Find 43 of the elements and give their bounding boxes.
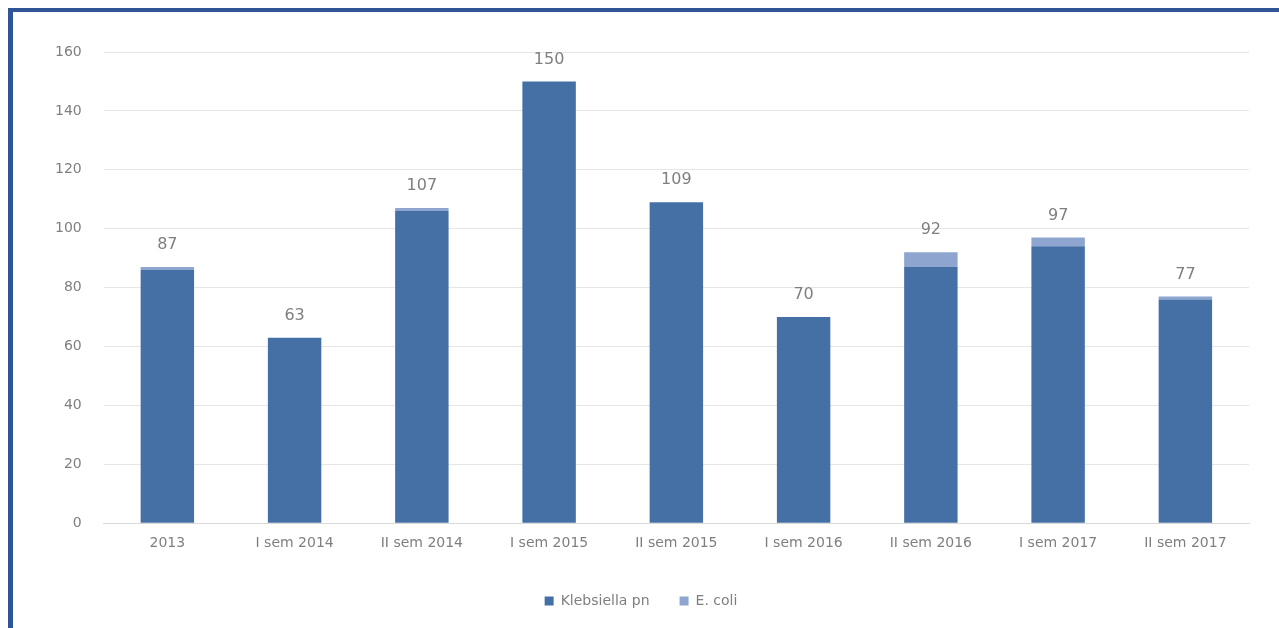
bar (904, 266, 958, 523)
bar (1158, 299, 1213, 523)
bar (140, 269, 195, 523)
x-tick-label: I sem 2016 (764, 534, 843, 551)
y-tick-label: 0 (72, 513, 82, 530)
bar (1158, 296, 1213, 300)
total-label: 87 (157, 234, 178, 254)
bar (267, 337, 322, 523)
y-tick-label: 80 (63, 278, 82, 295)
x-tick-label: II sem 2017 (1144, 534, 1227, 551)
x-tick-label: I sem 2015 (510, 534, 589, 551)
y-tick-label: 20 (63, 454, 82, 471)
x-tick-label: I sem 2017 (1019, 534, 1098, 551)
y-tick-label: 120 (54, 160, 82, 177)
bar (395, 208, 449, 212)
legend-label: Klebsiella pn (560, 591, 650, 608)
bar (522, 81, 576, 523)
x-tick-label: II sem 2014 (380, 534, 464, 551)
bar (1031, 237, 1085, 247)
total-label: 97 (1047, 204, 1069, 224)
y-tick-label: 60 (63, 337, 82, 354)
total-label: 92 (920, 219, 942, 239)
y-tick-label: 100 (54, 219, 82, 236)
x-tick-label: 2013 (149, 534, 186, 551)
x-tick-label: II sem 2015 (635, 534, 718, 551)
total-label: 77 (1175, 263, 1196, 283)
total-label: 150 (533, 48, 565, 68)
legend-label: E. coli (695, 591, 738, 608)
y-tick-label: 160 (54, 42, 82, 59)
x-tick-label: II sem 2016 (889, 534, 973, 551)
total-label: 70 (793, 284, 814, 304)
y-tick-label: 140 (54, 101, 82, 118)
bar (140, 266, 195, 270)
bar (649, 202, 704, 523)
total-label: 107 (406, 175, 438, 195)
y-tick-label: 40 (63, 396, 82, 413)
total-label: 63 (284, 304, 305, 324)
bar (904, 252, 958, 267)
bar (395, 211, 449, 523)
bar (1031, 246, 1085, 523)
total-label: 109 (661, 169, 692, 189)
bar (776, 317, 831, 523)
x-tick-label: I sem 2014 (255, 534, 334, 551)
